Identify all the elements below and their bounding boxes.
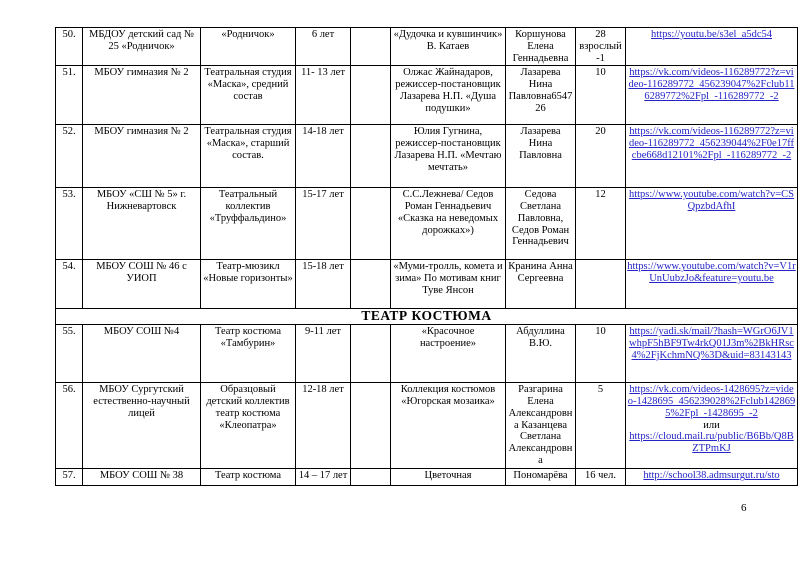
cell-leader: Разгарина Елена Александровна Казанцева … — [505, 382, 576, 470]
cell-number: 56. — [55, 382, 83, 470]
page-number: 6 — [741, 502, 747, 514]
cell-institution: МБОУ «СШ № 5» г. Нижневартовск — [82, 187, 201, 261]
cell-count: 10 — [575, 65, 626, 126]
cell-collective: Театральная студия «Маска», старший сост… — [200, 124, 296, 189]
cell-performance: «Муми-тролль, комета и зима» По мотивам … — [390, 259, 506, 310]
cell-collective: Театр-мюзикл «Новые горизонты» — [200, 259, 296, 310]
cell-age: 11- 13 лет — [295, 65, 351, 126]
cell-number: 50. — [55, 26, 83, 67]
collectives-table: 50. МБДОУ детский сад № 25 «Родничок» «Р… — [55, 26, 798, 487]
cell-age: 15-18 лет — [295, 259, 351, 310]
cell-number: 51. — [55, 65, 83, 126]
cell-extra — [350, 187, 391, 261]
table-row: 52. МБОУ гимназия № 2 Театральная студия… — [55, 124, 798, 189]
cell-link: https://youtu.be/s3el_a5dc54 — [625, 26, 798, 67]
cell-extra — [350, 324, 391, 384]
link-separator: или — [703, 419, 720, 431]
cell-link: https://vk.com/videos-116289772?z=video-… — [625, 65, 798, 126]
table-row: 54. МБОУ СОШ № 46 с УИОП Театр-мюзикл «Н… — [55, 259, 798, 310]
cell-institution: МБОУ Сургутский естественно-научный лице… — [82, 382, 201, 470]
cell-leader: Седова Светлана Павловна, Седов Роман Ге… — [505, 187, 576, 261]
cell-count: 10 — [575, 324, 626, 384]
cell-collective: Театральная студия «Маска», средний сост… — [200, 65, 296, 126]
section-header-theatre-costume: ТЕАТР КОСТЮМА — [55, 308, 798, 326]
cell-leader: Абдуллина В.Ю. — [505, 324, 576, 384]
cell-count: 16 чел. — [575, 468, 626, 487]
cell-number: 54. — [55, 259, 83, 310]
table-row: 57. МБОУ СОШ № 38 Театр костюма 14 – 17 … — [55, 468, 798, 487]
video-link[interactable]: https://vk.com/videos-1428695?z=video-14… — [627, 384, 796, 419]
cell-leader: Коршунова Елена Геннадьевна — [505, 26, 576, 67]
cell-age: 9-11 лет — [295, 324, 351, 384]
video-link[interactable]: https://youtu.be/s3el_a5dc54 — [650, 29, 773, 40]
cell-collective: Театр костюма «Тамбурин» — [200, 324, 296, 384]
section-header-row: ТЕАТР КОСТЮМА — [55, 308, 798, 326]
cell-link: https://www.youtube.com/watch?v=V1rUnUub… — [625, 259, 798, 310]
video-link[interactable]: https://www.youtube.com/watch?v=CSQpzbdA… — [628, 189, 795, 212]
cell-institution: МБДОУ детский сад № 25 «Родничок» — [82, 26, 201, 67]
cell-link: https://www.youtube.com/watch?v=CSQpzbdA… — [625, 187, 798, 261]
cell-extra — [350, 65, 391, 126]
cell-performance: С.С.Лежнева/ Седов Роман Геннадьевич «Ск… — [390, 187, 506, 261]
table-row: 53. МБОУ «СШ № 5» г. Нижневартовск Театр… — [55, 187, 798, 261]
cell-extra — [350, 382, 391, 470]
cell-count: 20 — [575, 124, 626, 189]
cell-link: https://yadi.sk/mail/?hash=WGrO6JV1whpF5… — [625, 324, 798, 384]
cell-extra — [350, 26, 391, 67]
cell-count: 5 — [575, 382, 626, 470]
cell-leader: Пономарёва — [505, 468, 576, 487]
table-row: 51. МБОУ гимназия № 2 Театральная студия… — [55, 65, 798, 126]
video-link[interactable]: https://vk.com/videos-116289772?z=video-… — [628, 126, 795, 161]
video-link[interactable]: https://www.youtube.com/watch?v=V1rUnUub… — [627, 261, 796, 284]
table-row: 50. МБДОУ детский сад № 25 «Родничок» «Р… — [55, 26, 798, 67]
cell-number: 57. — [55, 468, 83, 487]
cell-age: 15-17 лет — [295, 187, 351, 261]
cell-institution: МБОУ СОШ №4 — [82, 324, 201, 384]
cell-institution: МБОУ СОШ № 38 — [82, 468, 201, 487]
cell-institution: МБОУ СОШ № 46 с УИОП — [82, 259, 201, 310]
video-link[interactable]: https://vk.com/videos-116289772?z=video-… — [628, 67, 795, 102]
cell-collective: Театральный коллектив «Труффальдино» — [200, 187, 296, 261]
cell-age: 6 лет — [295, 26, 351, 67]
cell-collective: «Родничок» — [200, 26, 296, 67]
cell-extra — [350, 259, 391, 310]
cell-count: 28 взрослый -1 — [575, 26, 626, 67]
video-link[interactable]: http://school38.admsurgut.ru/sto — [643, 470, 780, 482]
cell-performance: Олжас Жайнадаров, режиссер-постановщик Л… — [390, 65, 506, 126]
table-row: 56. МБОУ Сургутский естественно-научный … — [55, 382, 798, 470]
cell-performance: «Красочное настроение» — [390, 324, 506, 384]
cell-performance: Юлия Гугнина, режиссер-постановщик Лазар… — [390, 124, 506, 189]
cell-count: 12 — [575, 187, 626, 261]
video-link[interactable]: https://cloud.mail.ru/public/B6Bb/Q8BZTP… — [629, 431, 794, 454]
cell-link: https://vk.com/videos-1428695?z=video-14… — [625, 382, 798, 470]
cell-age: 14-18 лет — [295, 124, 351, 189]
cell-collective: Образцовый детский коллектив театр костю… — [200, 382, 296, 470]
cell-age: 12-18 лет — [295, 382, 351, 470]
cell-collective: Театр костюма — [200, 468, 296, 487]
cell-age: 14 – 17 лет — [295, 468, 351, 487]
cell-performance: «Дудочка и кувшинчик» В. Катаев — [390, 26, 506, 67]
cell-count — [575, 259, 626, 310]
cell-leader: Лазарева Нина Павловна — [505, 124, 576, 189]
cell-extra — [350, 124, 391, 189]
cell-institution: МБОУ гимназия № 2 — [82, 124, 201, 189]
cell-link: https://vk.com/videos-116289772?z=video-… — [625, 124, 798, 189]
cell-number: 52. — [55, 124, 83, 189]
cell-leader: Лазарева Нина Павловна654726 — [505, 65, 576, 126]
cell-performance: Цветочная — [390, 468, 506, 487]
cell-leader: Кранина Анна Сергеевна — [505, 259, 576, 310]
cell-link: http://school38.admsurgut.ru/sto — [625, 468, 798, 487]
cell-number: 53. — [55, 187, 83, 261]
video-link[interactable]: https://yadi.sk/mail/?hash=WGrO6JV1whpF5… — [629, 326, 794, 361]
table-row: 55. МБОУ СОШ №4 Театр костюма «Тамбурин»… — [55, 324, 798, 384]
cell-number: 55. — [55, 324, 83, 384]
cell-institution: МБОУ гимназия № 2 — [82, 65, 201, 126]
cell-performance: Коллекция костюмов «Югорская мозаика» — [390, 382, 506, 470]
cell-extra — [350, 468, 391, 487]
